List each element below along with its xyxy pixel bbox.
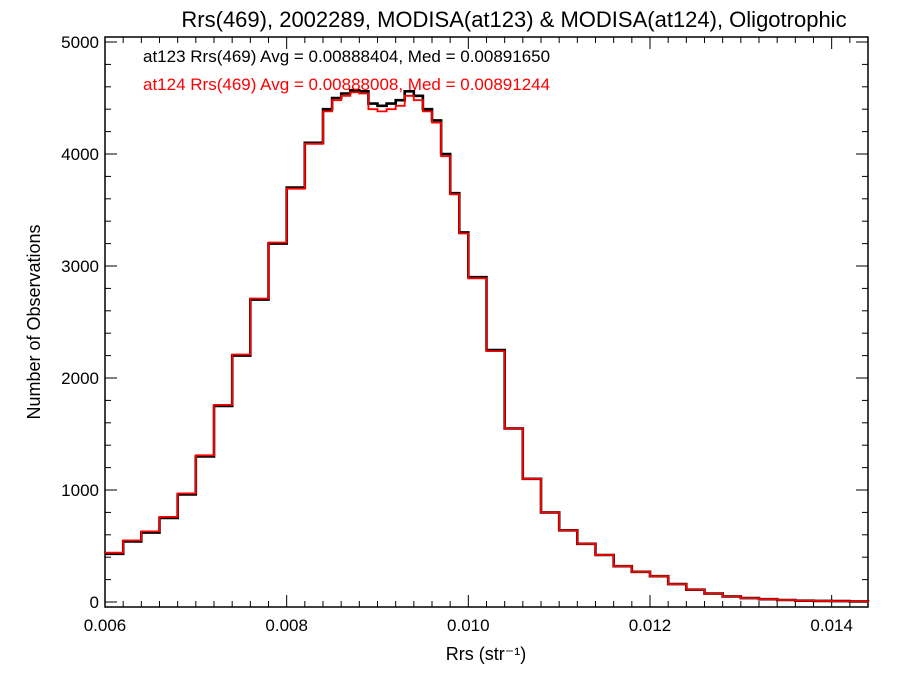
y-tick-label: 0 (90, 593, 99, 612)
y-tick-label: 5000 (61, 33, 99, 52)
annotations: at123 Rrs(469) Avg = 0.00888404, Med = 0… (143, 47, 550, 94)
x-tick-label: 0.012 (629, 616, 672, 635)
y-tick-label: 3000 (61, 257, 99, 276)
annotation-at124: at124 Rrs(469) Avg = 0.00888008, Med = 0… (143, 75, 550, 94)
x-tick-label: 0.006 (84, 616, 127, 635)
x-tick-label: 0.010 (447, 616, 490, 635)
x-tick-label: 0.014 (810, 616, 853, 635)
x-tick-label: 0.008 (265, 616, 308, 635)
y-axis-label: Number of Observations (24, 224, 44, 419)
y-tick-label: 1000 (61, 481, 99, 500)
series-lines (105, 88, 870, 603)
axis-ticks: 0.006 0.008 0.010 0.012 0.014 0 1000 2000 3000 40… (61, 33, 868, 635)
y-tick-label: 2000 (61, 369, 99, 388)
chart-title: Rrs(469), 2002289, MODISA(at123) & MODIS… (181, 7, 846, 32)
annotation-at123: at123 Rrs(469) Avg = 0.00888404, Med = 0… (143, 47, 550, 66)
x-axis-label: Rrs (str⁻¹) (446, 644, 526, 664)
y-tick-label: 4000 (61, 145, 99, 164)
series-at124-line (105, 91, 869, 603)
